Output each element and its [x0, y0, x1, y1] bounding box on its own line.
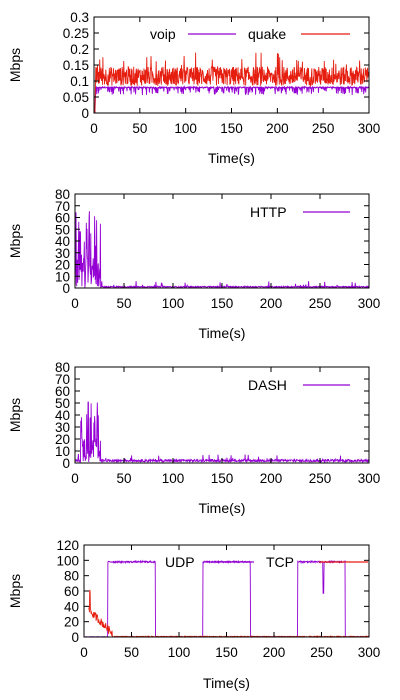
- x-tick-label: 250: [309, 296, 332, 311]
- x-axis-label: Time(s): [203, 675, 250, 691]
- x-tick-label: 150: [215, 645, 238, 660]
- y-tick-label: 70: [55, 372, 70, 387]
- x-tick-label: 250: [309, 471, 332, 486]
- y-tick-label: 100: [56, 553, 79, 568]
- x-tick-label: 50: [116, 471, 131, 486]
- legend-label-udp: UDP: [165, 554, 195, 570]
- y-tick-label: 0: [81, 106, 89, 121]
- y-tick-label: 50: [55, 396, 70, 411]
- series-line-http: [74, 211, 370, 290]
- series-line-tcp: [88, 589, 369, 639]
- x-axis-label: Time(s): [199, 325, 246, 341]
- series-line-dash: [74, 401, 370, 464]
- x-tick-label: 300: [358, 121, 381, 136]
- y-axis-label: Mbps: [7, 48, 23, 82]
- y-tick-label: 60: [64, 584, 79, 599]
- y-tick-label: 0.3: [70, 10, 89, 25]
- x-tick-label: 300: [358, 471, 381, 486]
- x-tick-label: 0: [80, 645, 88, 660]
- x-tick-label: 50: [124, 645, 139, 660]
- y-tick-label: 80: [64, 569, 79, 584]
- y-tick-label: 50: [55, 222, 70, 237]
- x-tick-label: 200: [266, 121, 289, 136]
- y-axis-label: Mbps: [7, 224, 23, 258]
- x-axis-label: Time(s): [208, 150, 255, 166]
- y-tick-label: 20: [55, 258, 70, 273]
- y-tick-label: 80: [55, 187, 70, 202]
- x-tick-label: 50: [116, 296, 131, 311]
- x-tick-label: 200: [260, 296, 283, 311]
- legend-label-dash: DASH: [248, 377, 287, 393]
- y-tick-label: 20: [64, 615, 79, 630]
- y-tick-label: 0.2: [70, 42, 89, 57]
- y-tick-label: 20: [55, 432, 70, 447]
- chart-panel-3: 0 50 100 150 200 250 30001020304050607080Time(…: [7, 360, 380, 516]
- y-tick-label: 0.1: [70, 74, 89, 89]
- y-tick-label: 120: [56, 538, 79, 553]
- y-tick-label: 30: [55, 420, 70, 435]
- x-tick-label: 300: [358, 296, 381, 311]
- legend-label-http: HTTP: [250, 204, 287, 220]
- plot-frame: [74, 366, 370, 464]
- series-line-quake: [94, 52, 370, 114]
- legend-label-voip: voip: [150, 26, 176, 42]
- x-tick-label: 200: [260, 471, 283, 486]
- y-tick-label: 0: [62, 456, 70, 471]
- series-line-voip: [94, 85, 370, 114]
- x-tick-label: 100: [168, 645, 191, 660]
- x-tick-label: 250: [312, 121, 335, 136]
- x-tick-label: 300: [358, 645, 381, 660]
- y-tick-label: 10: [55, 444, 70, 459]
- x-tick-label: 150: [211, 296, 234, 311]
- chart-panel-2: 0 50 100 150 200 250 30001020304050607080Time(…: [7, 187, 380, 341]
- x-tick-label: 100: [162, 296, 185, 311]
- x-tick-label: 0: [71, 471, 79, 486]
- chart-panel-1: 0 50 100 150 200 250 30000.050.10.150.20.250.3…: [7, 10, 380, 166]
- legend-label-quake: quake: [248, 26, 286, 42]
- y-tick-label: 40: [55, 408, 70, 423]
- y-tick-label: 80: [55, 360, 70, 375]
- x-tick-label: 150: [211, 471, 234, 486]
- y-tick-label: 60: [55, 211, 70, 226]
- y-tick-label: 40: [64, 599, 79, 614]
- x-tick-label: 250: [310, 645, 333, 660]
- y-tick-label: 10: [55, 269, 70, 284]
- plot-frame: [83, 544, 370, 638]
- y-tick-label: 0: [62, 281, 70, 296]
- y-tick-label: 30: [55, 246, 70, 261]
- y-tick-label: 0.15: [63, 58, 89, 73]
- y-tick-label: 60: [55, 384, 70, 399]
- x-tick-label: 150: [220, 121, 243, 136]
- y-axis-label: Mbps: [7, 398, 23, 432]
- x-tick-label: 50: [132, 121, 147, 136]
- legend-label-tcp: TCP: [266, 554, 294, 570]
- x-tick-label: 0: [90, 121, 98, 136]
- x-tick-label: 100: [162, 471, 185, 486]
- y-tick-label: 0.05: [63, 90, 89, 105]
- chart-panel-4: 0 50 100 150 200 250 300020406080100120Time(s)…: [7, 538, 380, 691]
- y-tick-label: 0: [71, 630, 79, 645]
- x-axis-label: Time(s): [199, 500, 246, 516]
- x-tick-label: 0: [71, 296, 79, 311]
- x-tick-label: 100: [174, 121, 197, 136]
- y-tick-label: 40: [55, 234, 70, 249]
- y-axis-label: Mbps: [7, 574, 23, 608]
- y-tick-label: 70: [55, 199, 70, 214]
- y-tick-label: 0.25: [63, 26, 89, 41]
- series-line-udp: [84, 559, 369, 638]
- plot-frame: [93, 16, 370, 114]
- x-tick-label: 200: [263, 645, 286, 660]
- plot-frame: [74, 193, 370, 289]
